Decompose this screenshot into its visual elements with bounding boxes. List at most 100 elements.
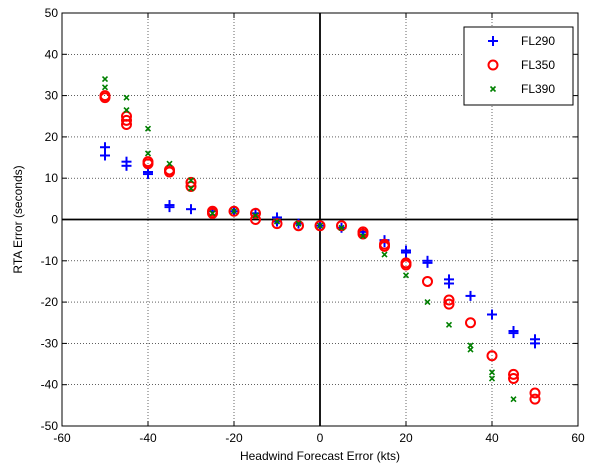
data-point <box>187 185 195 192</box>
data-point <box>100 150 110 161</box>
x-marker-b <box>402 272 410 279</box>
zero-lines <box>62 13 578 426</box>
data-point <box>401 247 411 258</box>
data-point <box>144 125 152 132</box>
tick-marks <box>61 12 579 427</box>
legend-entry-fl350: FL350 <box>487 58 555 72</box>
x-marker-b <box>101 84 109 91</box>
y-tick-label: -20 <box>41 295 59 309</box>
data-point <box>467 346 474 353</box>
x-marker-b <box>489 85 497 93</box>
x-marker-b <box>187 185 195 192</box>
data-point <box>99 92 111 104</box>
data-point <box>123 94 130 101</box>
x-marker-b <box>144 150 152 157</box>
x-marker-b <box>467 346 474 353</box>
data-point <box>529 393 541 405</box>
x-marker-b <box>359 232 367 240</box>
data-point <box>123 106 130 114</box>
x-marker-b <box>381 251 388 258</box>
y-tick-label: 30 <box>45 89 59 103</box>
legend-marker <box>488 36 498 46</box>
y-tick-labels: -50 -40 -30 -20 -10 0 10 20 30 40 50 <box>41 6 59 433</box>
x-marker-b <box>445 321 453 328</box>
x-marker-b <box>123 106 130 114</box>
data-point <box>465 317 476 329</box>
data-point <box>381 251 388 258</box>
x-marker-b <box>488 369 496 376</box>
x-tick-labels: -60 -40 -20 0 20 40 60 <box>53 431 585 445</box>
x-marker-b <box>316 222 324 229</box>
legend-entry-fl390: FL390 <box>489 82 555 96</box>
data-point <box>101 84 109 91</box>
data-point <box>316 222 324 229</box>
data-point <box>164 202 175 213</box>
x-tick-label: 0 <box>317 431 324 445</box>
data-point <box>143 169 153 180</box>
y-tick-label: -40 <box>41 378 59 392</box>
data-point <box>443 298 455 310</box>
data-point <box>424 299 431 306</box>
x-marker-b <box>338 224 345 231</box>
y-tick-label: 10 <box>45 171 59 185</box>
data-point <box>422 257 433 268</box>
x-marker-b <box>424 299 431 306</box>
data-point <box>508 328 519 339</box>
data-point <box>121 114 132 126</box>
data-point <box>508 368 519 380</box>
legend-label: FL350 <box>521 58 555 72</box>
y-axis-title: RTA Error (seconds) <box>11 165 25 273</box>
x-marker-b <box>230 208 238 215</box>
x-marker-b <box>144 125 152 132</box>
data-point <box>314 220 326 232</box>
data-point <box>164 166 175 178</box>
data-point <box>295 220 302 227</box>
data-point <box>142 158 154 170</box>
x-tick-label: 60 <box>571 431 585 445</box>
data-point <box>186 204 196 215</box>
data-point <box>338 224 345 231</box>
x-tick-label: 20 <box>399 431 413 445</box>
data-point <box>228 205 240 217</box>
data-point <box>508 373 519 385</box>
y-tick-label: -30 <box>41 336 59 350</box>
data-point <box>359 232 367 240</box>
x-marker-b <box>166 160 173 167</box>
data-point <box>185 180 197 192</box>
data-point <box>144 150 152 157</box>
data-point <box>185 176 197 188</box>
data-marks <box>99 76 541 405</box>
data-point <box>101 76 109 83</box>
data-point <box>443 294 455 306</box>
data-point <box>250 207 261 219</box>
legend-marker <box>489 85 497 93</box>
x-tick-label: -20 <box>225 431 243 445</box>
x-marker-b <box>101 76 109 83</box>
y-tick-label: 50 <box>45 6 59 20</box>
x-marker-b <box>187 177 195 184</box>
x-tick-label: -60 <box>53 431 71 445</box>
data-point <box>445 321 453 328</box>
x-tick-label: 40 <box>485 431 499 445</box>
data-point <box>402 272 410 279</box>
legend: FL290 FL350 FL390 <box>463 26 574 106</box>
data-point <box>529 387 541 399</box>
y-tick-label: -50 <box>41 419 59 433</box>
series-fl350 <box>99 90 541 405</box>
data-point <box>273 218 281 225</box>
data-point <box>487 309 497 320</box>
data-point <box>379 240 390 252</box>
data-point <box>209 210 216 217</box>
data-point <box>486 350 498 362</box>
series-fl390 <box>101 76 517 403</box>
data-point <box>530 338 540 349</box>
x-marker-b <box>295 220 302 227</box>
data-point <box>187 177 195 184</box>
legend-marker <box>487 59 499 71</box>
data-point <box>166 160 173 167</box>
data-point <box>271 218 283 230</box>
data-point <box>510 396 517 403</box>
x-marker-b <box>123 94 130 101</box>
legend-box <box>463 26 574 106</box>
